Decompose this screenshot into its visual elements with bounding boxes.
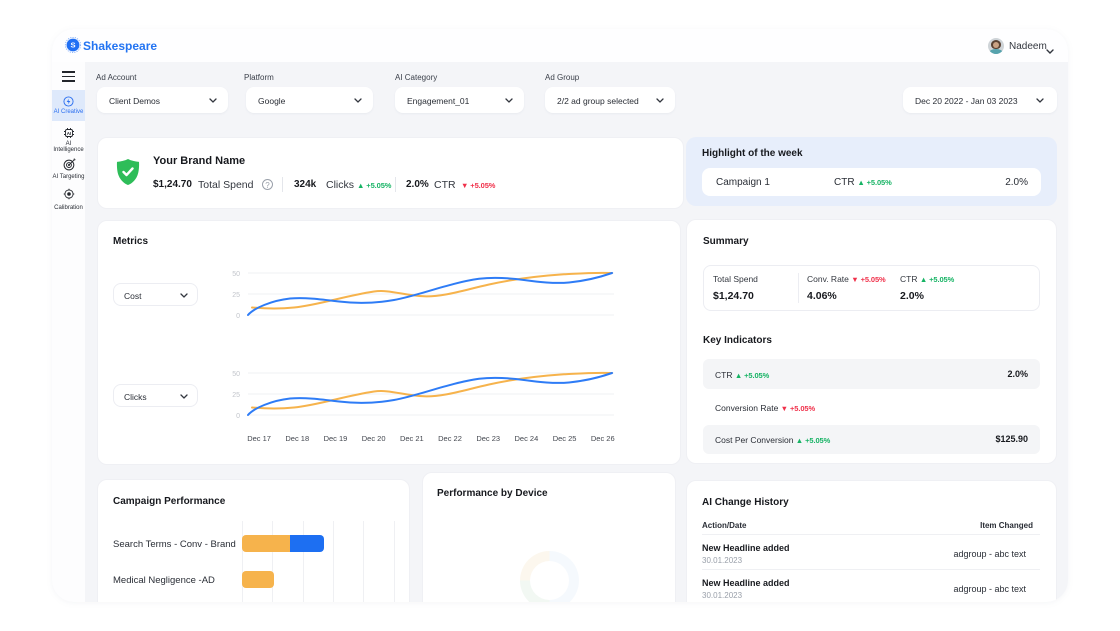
svg-text:0: 0 [236, 413, 240, 420]
svg-text:50: 50 [232, 371, 240, 378]
svg-text:25: 25 [232, 292, 240, 299]
svg-text:AI: AI [67, 131, 72, 136]
svg-text:50: 50 [232, 271, 240, 278]
svg-text:25: 25 [232, 392, 240, 399]
svg-text:S: S [70, 41, 75, 50]
svg-text:0: 0 [236, 313, 240, 320]
